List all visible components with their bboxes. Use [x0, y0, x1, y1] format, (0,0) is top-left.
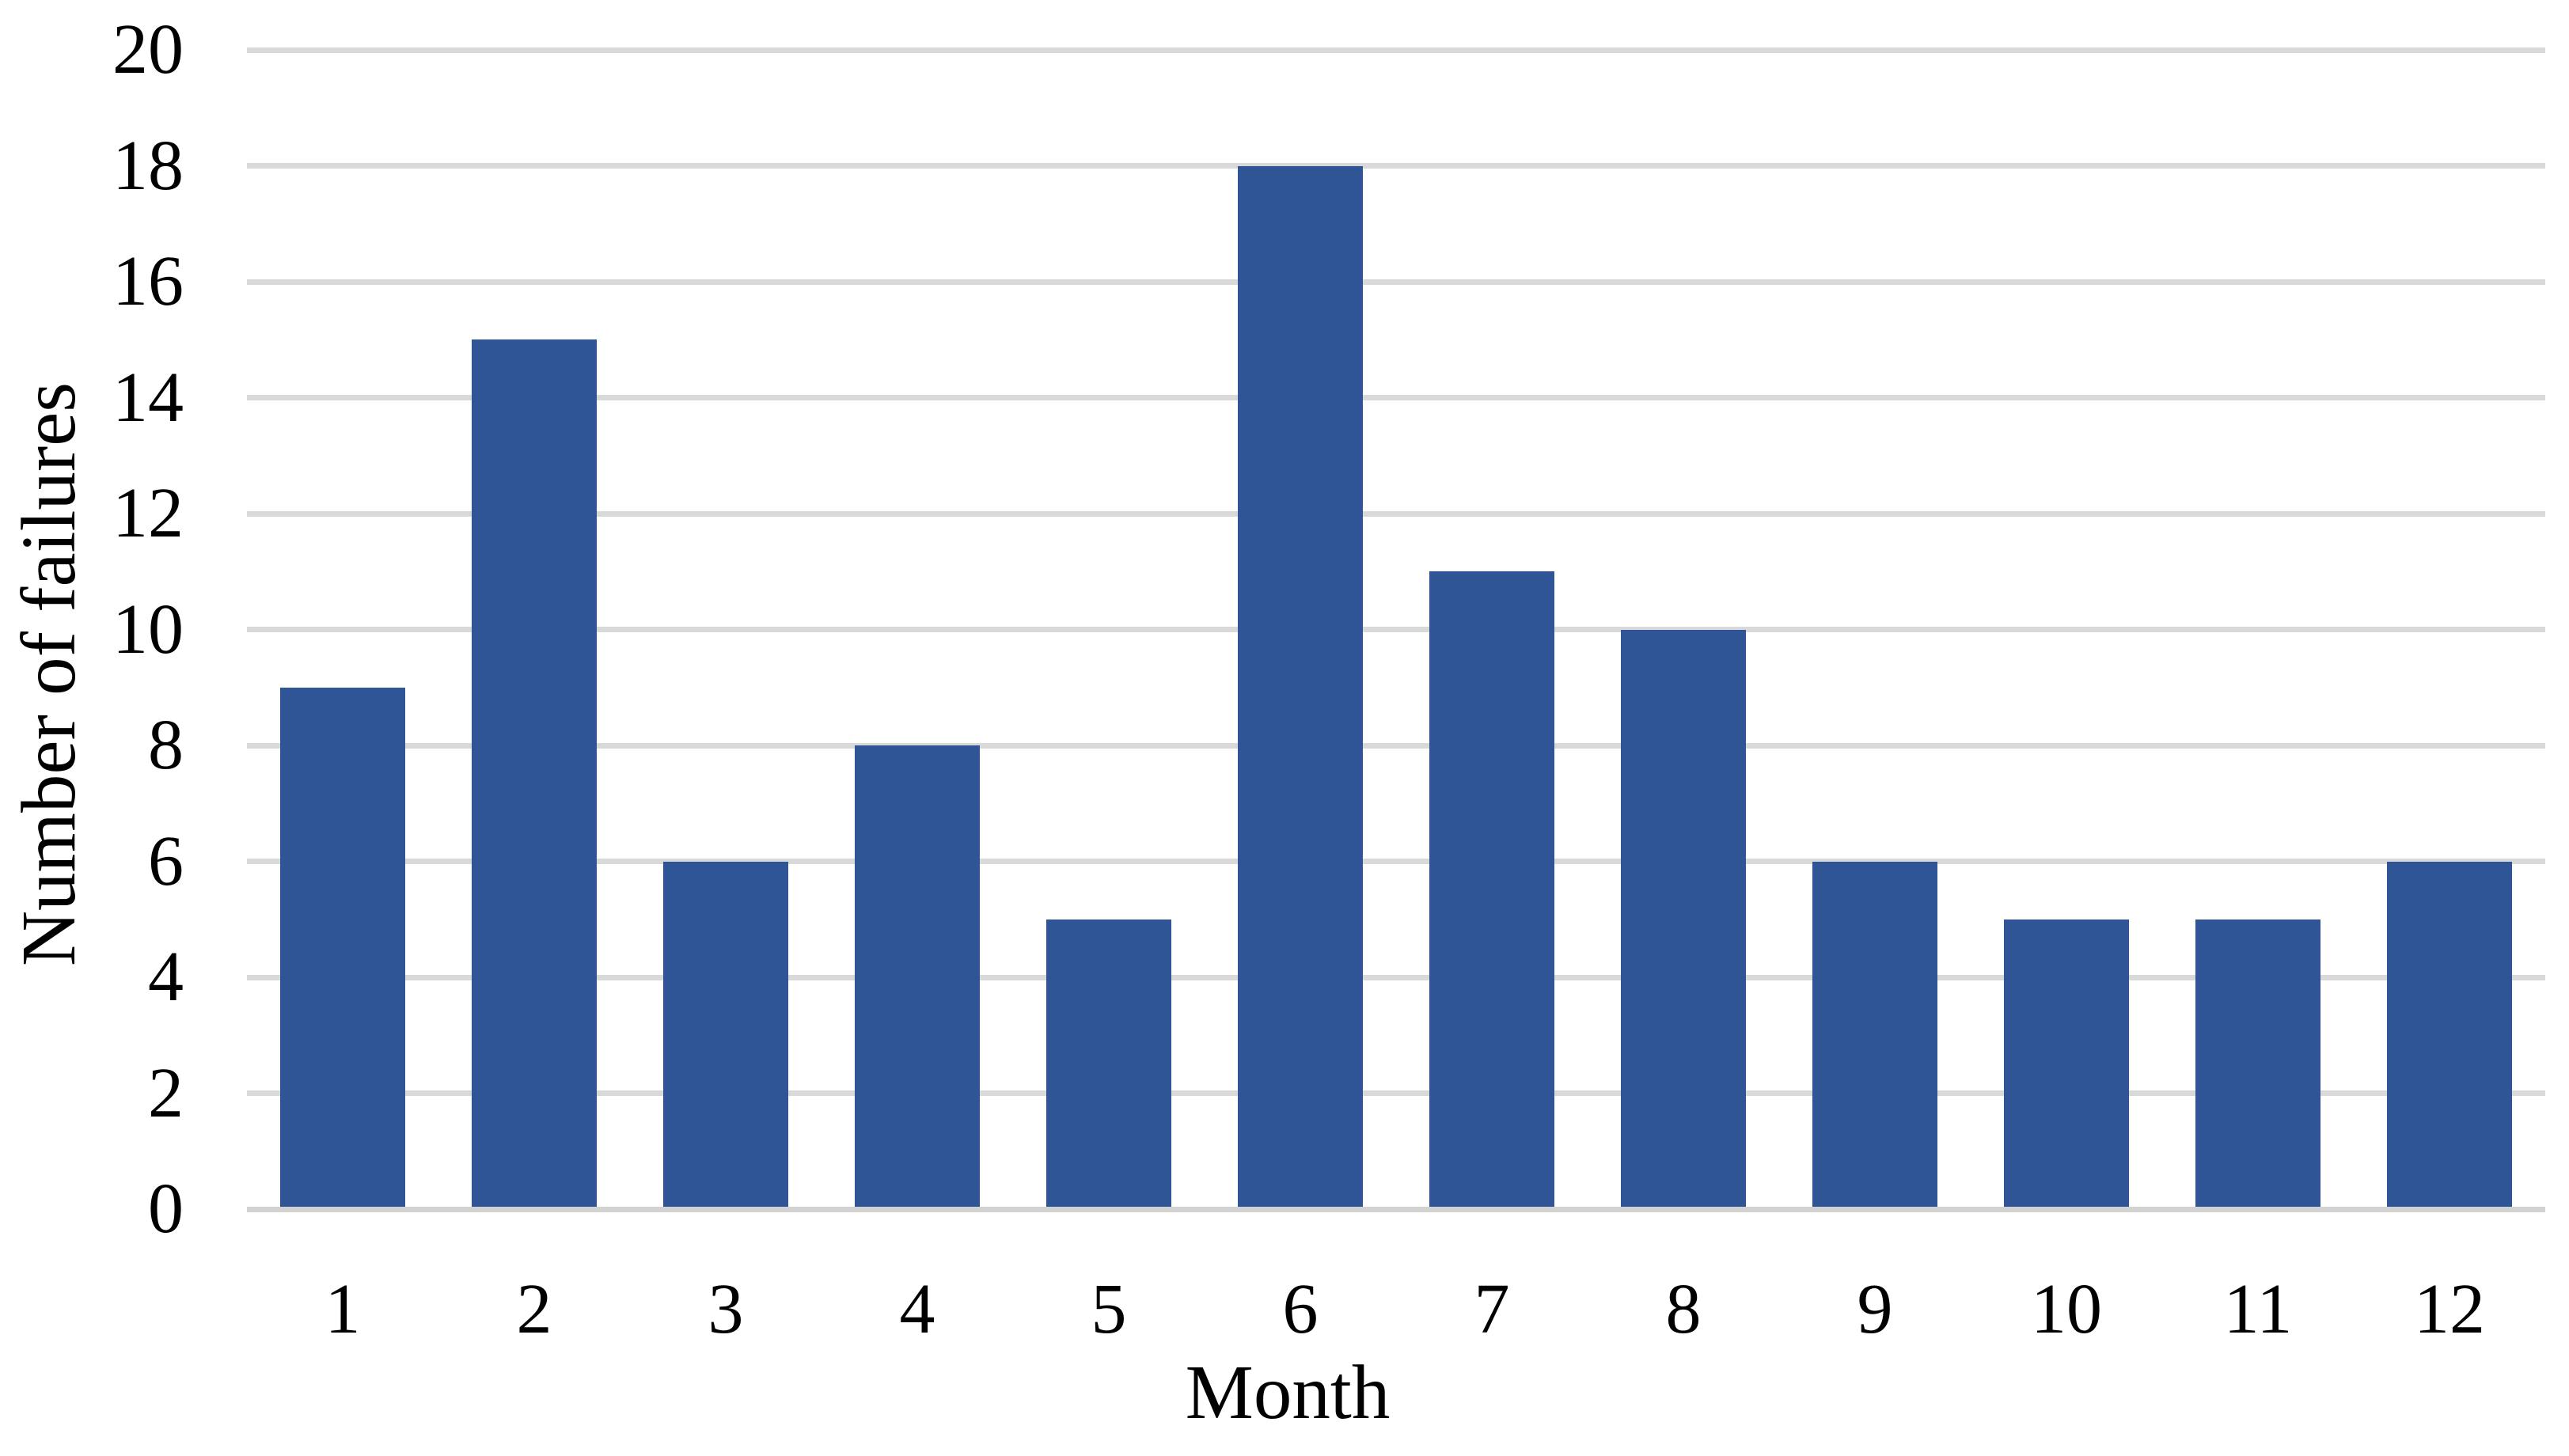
y-tick-label-0: 0 — [148, 1170, 184, 1248]
y-tick-label-12: 12 — [112, 474, 184, 552]
bar-month-11 — [2195, 919, 2320, 1209]
bar-month-4 — [855, 745, 980, 1209]
x-axis-line — [247, 1206, 2545, 1212]
gridline-y-16 — [247, 279, 2545, 285]
x-tick-label-10: 10 — [2031, 1270, 2102, 1348]
y-tick-label-6: 6 — [148, 821, 184, 901]
x-tick-label-8: 8 — [1665, 1270, 1702, 1348]
bar-month-2 — [472, 339, 597, 1209]
bar-month-3 — [663, 861, 788, 1209]
gridline-y-20 — [247, 47, 2545, 53]
x-tick-label-4: 4 — [899, 1270, 935, 1348]
bar-month-9 — [1812, 861, 1937, 1209]
bar-month-8 — [1621, 629, 1746, 1209]
x-tick-label-5: 5 — [1091, 1270, 1127, 1348]
gridline-y-4 — [247, 974, 2545, 980]
x-tick-label-7: 7 — [1474, 1270, 1510, 1348]
bar-month-7 — [1429, 571, 1554, 1209]
gridline-y-8 — [247, 742, 2545, 749]
bar-month-5 — [1046, 919, 1171, 1209]
x-tick-label-2: 2 — [516, 1270, 552, 1348]
y-tick-label-10: 10 — [112, 590, 184, 669]
x-tick-label-12: 12 — [2414, 1270, 2485, 1348]
x-tick-label-11: 11 — [2223, 1270, 2293, 1348]
x-axis-title: Month — [1185, 1350, 1391, 1435]
gridline-y-12 — [247, 510, 2545, 517]
bar-month-1 — [280, 687, 405, 1209]
x-tick-label-3: 3 — [708, 1270, 744, 1348]
y-tick-label-8: 8 — [148, 706, 184, 784]
x-tick-label-6: 6 — [1282, 1270, 1319, 1348]
gridline-y-14 — [247, 395, 2545, 400]
x-tick-label-9: 9 — [1857, 1270, 1893, 1348]
bar-month-10 — [2004, 919, 2129, 1209]
y-tick-label-20: 20 — [112, 10, 184, 89]
y-tick-label-2: 2 — [148, 1053, 184, 1132]
y-tick-label-18: 18 — [112, 126, 184, 205]
bar-month-6 — [1238, 165, 1363, 1209]
gridline-y-2 — [247, 1090, 2545, 1096]
gridline-y-6 — [247, 859, 2545, 864]
y-tick-label-14: 14 — [112, 358, 184, 437]
plot-area — [247, 47, 2545, 1212]
gridline-y-10 — [247, 627, 2545, 632]
gridline-y-18 — [247, 163, 2545, 169]
x-tick-label-1: 1 — [324, 1270, 361, 1348]
y-tick-label-16: 16 — [112, 242, 184, 320]
bar-month-12 — [2387, 861, 2512, 1209]
y-tick-label-4: 4 — [148, 938, 184, 1016]
